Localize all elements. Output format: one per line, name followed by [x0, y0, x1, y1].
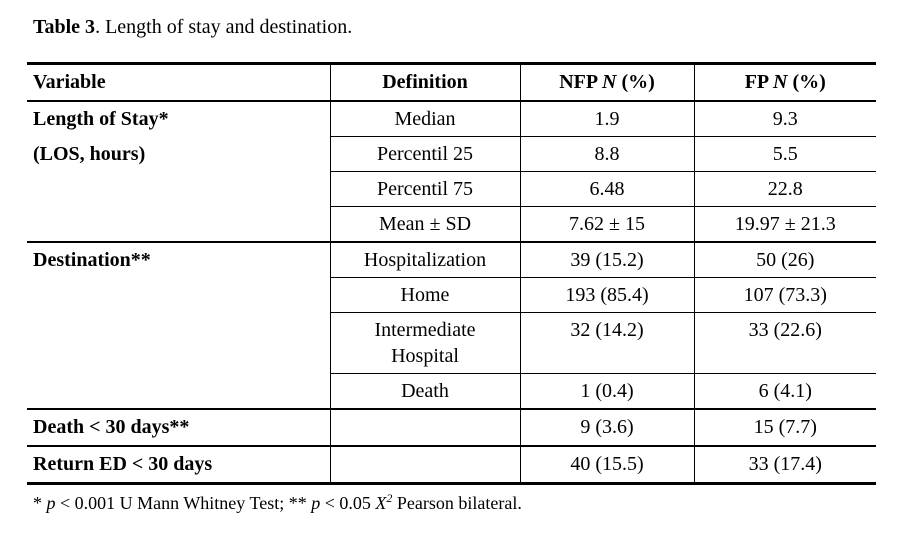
definition-cell: Death	[329, 373, 520, 409]
table-row: Intermediate Hospital 32 (14.2) 33 (22.6…	[27, 312, 876, 374]
fp-value-cell: 22.8	[693, 171, 876, 207]
table-caption-number: Table 3	[33, 16, 96, 38]
fp-value-cell: 107 (73.3)	[693, 277, 876, 313]
definition-cell: Home	[329, 277, 520, 313]
definition-cell: Percentil 75	[329, 171, 520, 207]
header-variable: Variable	[33, 71, 106, 93]
nfp-value-cell: 193 (85.4)	[519, 277, 694, 313]
footnote-p-symbol: p	[46, 493, 56, 513]
nfp-value-cell: 6.48	[519, 171, 694, 207]
variable-cell: Destination**	[33, 249, 151, 271]
nfp-value-cell: 1 (0.4)	[519, 373, 694, 409]
section-death-30-days: Death < 30 days** 9 (3.6) 15 (7.7)	[27, 409, 876, 446]
section-length-of-stay: Length of Stay* (LOS, hours) Median 1.9 …	[27, 101, 876, 242]
fp-value-cell: 6 (4.1)	[693, 373, 876, 409]
section-return-ed-30-days: Return ED < 30 days 40 (15.5) 33 (17.4)	[27, 446, 876, 484]
variable-cell: Death < 30 days**	[33, 416, 190, 438]
variable-cell: Return ED < 30 days	[33, 453, 213, 475]
definition-cell: Hospitalization	[329, 242, 520, 278]
footnote-chi-symbol: X	[375, 493, 387, 513]
fp-value-cell: 19.97 ± 21.3	[693, 206, 876, 242]
definition-cell: Median	[329, 101, 520, 137]
table-row: Death < 30 days** 9 (3.6) 15 (7.7)	[27, 409, 876, 446]
table-row: Mean ± SD 7.62 ± 15 19.97 ± 21.3	[27, 206, 876, 242]
nfp-value-cell: 7.62 ± 15	[519, 206, 694, 242]
table-header-row: Variable Definition NFP N (%) FP N (%)	[27, 63, 876, 101]
table-row: Percentil 25 8.8 5.5	[27, 136, 876, 172]
nfp-value-cell: 1.9	[519, 101, 694, 137]
nfp-value-cell: 8.8	[519, 136, 694, 172]
header-nfp: NFP N (%)	[519, 63, 694, 101]
fp-value-cell: 5.5	[693, 136, 876, 172]
table-row: Percentil 75 6.48 22.8	[27, 171, 876, 207]
table-caption-text: . Length of stay and destination.	[95, 16, 353, 38]
definition-cell: Intermediate Hospital	[329, 312, 520, 374]
fp-value-cell: 15 (7.7)	[693, 409, 876, 446]
table-row: Return ED < 30 days 40 (15.5) 33 (17.4)	[27, 446, 876, 484]
nfp-value-cell: 39 (15.2)	[519, 242, 694, 278]
table-row: Death 1 (0.4) 6 (4.1)	[27, 373, 876, 409]
nfp-value-cell: 40 (15.5)	[519, 446, 694, 484]
fp-value-cell: 33 (17.4)	[693, 446, 876, 484]
footnote-chi-exponent: 2	[386, 491, 393, 505]
table-caption: Table 3. Length of stay and destination.	[33, 14, 352, 40]
definition-cell: Mean ± SD	[329, 206, 520, 242]
header-definition: Definition	[329, 63, 520, 101]
definition-cell-empty	[329, 446, 520, 484]
table-row: Home 193 (85.4) 107 (73.3)	[27, 277, 876, 313]
fp-value-cell: 33 (22.6)	[693, 312, 876, 374]
section-destination: Destination** Hospitalization 39 (15.2) …	[27, 242, 876, 409]
footnote-p-symbol: p	[311, 493, 321, 513]
definition-cell-empty	[329, 409, 520, 446]
header-fp: FP N (%)	[693, 63, 876, 101]
table-row: Length of Stay* (LOS, hours) Median 1.9 …	[27, 101, 876, 165]
definition-cell: Percentil 25	[329, 136, 520, 172]
footnote-star: *	[33, 493, 42, 513]
data-table: Variable Definition NFP N (%) FP N (%) L…	[27, 62, 876, 485]
nfp-value-cell: 32 (14.2)	[519, 312, 694, 374]
table-footnote: * p < 0.001 U Mann Whitney Test; ** p < …	[33, 491, 522, 513]
nfp-value-cell: 9 (3.6)	[519, 409, 694, 446]
fp-value-cell: 9.3	[693, 101, 876, 137]
table-row: Destination** Hospitalization 39 (15.2) …	[27, 242, 876, 278]
variable-cell: Length of Stay* (LOS, hours)	[33, 108, 169, 165]
fp-value-cell: 50 (26)	[693, 242, 876, 278]
